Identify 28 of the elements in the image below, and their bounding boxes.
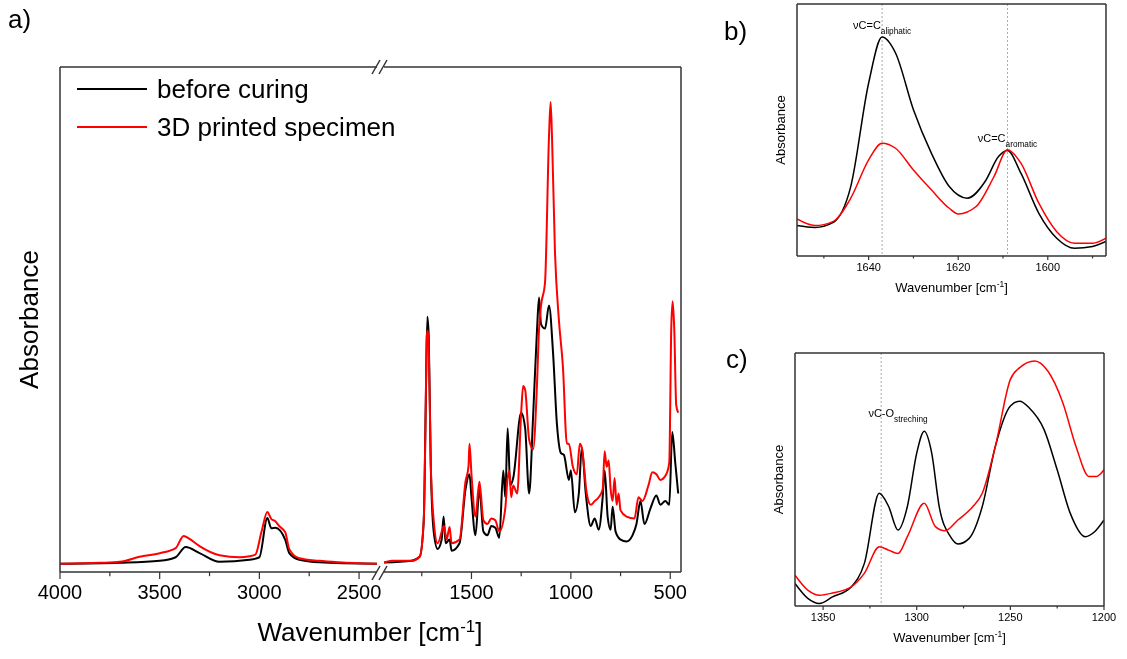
annotation: νC=C$_{aliphatic}$: [853, 19, 912, 36]
x-tick-label: 500: [653, 581, 687, 603]
x-tick-label: 1350: [810, 611, 836, 623]
chart-title: a): [8, 4, 32, 34]
x-tick-label: 1200: [1091, 611, 1117, 623]
x-tick-label: 1600: [1035, 261, 1061, 273]
chart-title: c): [726, 344, 748, 374]
x-tick-label: 1250: [998, 611, 1023, 623]
x-tick-label: 3000: [237, 581, 282, 603]
legend-label: 3D printed specimen: [157, 112, 396, 142]
x-tick-label: 3500: [137, 581, 182, 603]
x-axis-title: Wavenumber [cm$^{-1}$]: [257, 616, 483, 647]
x-tick-label: 1300: [904, 611, 929, 623]
x-tick-label: 1620: [945, 261, 971, 273]
x-tick-label: 1000: [548, 581, 594, 603]
annotation: νC-O$_{streching}$: [868, 407, 928, 424]
y-axis-title: Absorbance: [773, 95, 788, 165]
y-axis-title: Absorbance: [14, 250, 44, 389]
y-axis-title: Absorbance: [771, 444, 786, 515]
legend-label: before curing: [157, 74, 309, 104]
x-axis-title: Wavenumber [cm$^{-1}$]: [893, 628, 1006, 645]
chart-title: b): [724, 16, 748, 46]
x-tick-label: 4000: [37, 581, 83, 603]
x-axis-title: Wavenumber [cm$^{-1}$]: [895, 278, 1008, 295]
x-tick-label: 1640: [856, 261, 881, 273]
annotation: νC=C$_{aromatic}$: [977, 131, 1038, 149]
x-tick-label: 2500: [336, 581, 382, 603]
x-tick-label: 1500: [449, 581, 494, 603]
